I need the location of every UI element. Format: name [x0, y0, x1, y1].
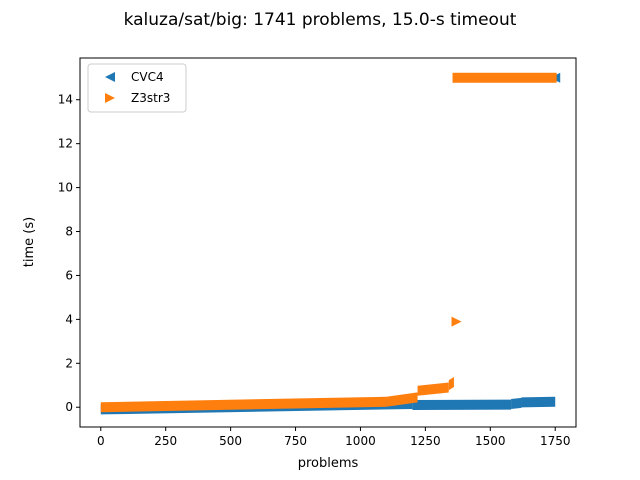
series-z3str3-run-0: [100, 396, 387, 413]
series-z3str3-run-2: [417, 382, 449, 396]
series-cvc4-run-3: [521, 396, 556, 408]
x-tick-label: 1000: [345, 434, 376, 448]
x-tick-label: 250: [154, 434, 177, 448]
y-tick-label: 2: [65, 356, 73, 370]
chart-title: kaluza/sat/big: 1741 problems, 15.0-s ti…: [124, 10, 517, 30]
y-tick-label: 10: [58, 181, 73, 195]
series-cvc4-run-1: [412, 399, 512, 411]
x-axis-ticks: 0 250 500 750 1000 1250 1500 1750: [97, 427, 571, 448]
x-tick-label: 1500: [475, 434, 506, 448]
x-axis-label: problems: [298, 456, 359, 471]
series-z3str3-run-3: [448, 376, 454, 391]
y-tick-label: 4: [65, 312, 73, 326]
y-tick-label: 0: [65, 400, 73, 414]
series-z3str3: [100, 72, 557, 413]
y-tick-label: 6: [65, 268, 73, 282]
legend-marker-cvc4: [105, 72, 115, 82]
series-z3str3-run-1: [386, 392, 418, 407]
plot-marks: [100, 72, 561, 415]
x-tick-label: 1250: [410, 434, 441, 448]
x-tick-label: 750: [284, 434, 307, 448]
legend-label-z3str3: Z3str3: [131, 91, 170, 105]
legend-label-cvc4: CVC4: [131, 70, 164, 84]
series-z3str3-point-0: [451, 316, 462, 327]
series-cvc4: [100, 72, 561, 415]
series-cvc4-run-2: [511, 397, 522, 409]
legend: CVC4 Z3str3: [87, 63, 187, 113]
x-tick-label: 0: [97, 434, 105, 448]
plot-frame: [79, 57, 577, 428]
x-tick-label: 500: [219, 434, 242, 448]
y-axis-label: time (s): [22, 217, 37, 267]
y-axis-ticks: 0 2 4 6 8 10 12 14: [58, 93, 80, 414]
x-tick-label: 1750: [540, 434, 571, 448]
series-z3str3-timeouts: [452, 72, 557, 83]
y-tick-label: 12: [58, 137, 73, 151]
y-tick-label: 14: [58, 93, 73, 107]
legend-marker-z3str3: [105, 93, 115, 103]
y-tick-label: 8: [65, 225, 73, 239]
